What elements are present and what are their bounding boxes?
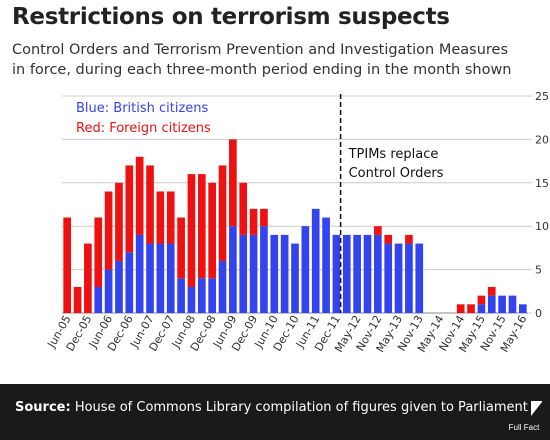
bar-foreign — [115, 182, 123, 261]
bar-british — [280, 234, 289, 313]
bar-british — [374, 234, 382, 313]
bar-british — [415, 243, 424, 313]
bar-foreign — [218, 165, 227, 261]
footer: Source: House of Commons Library compila… — [0, 384, 550, 440]
bar-foreign — [197, 174, 206, 279]
bar-foreign — [135, 156, 144, 235]
y-tick-label: 5 — [535, 264, 542, 277]
bar-foreign — [166, 191, 175, 244]
subtitle-line-2: in force, during each three-month period… — [12, 62, 512, 78]
bar-chart: 0510152025Jun-05Dec-05Jun-06Dec-06Jun-07… — [44, 90, 549, 355]
bar-british — [197, 278, 206, 313]
y-tick-label: 25 — [535, 90, 549, 103]
bar-foreign — [63, 217, 72, 313]
bar-british — [218, 260, 227, 313]
bar-british — [301, 226, 310, 313]
legend-foreign: Red: Foreign citizens — [76, 121, 211, 136]
legend-british: Blue: British citizens — [76, 101, 209, 116]
bar-british — [208, 278, 216, 313]
bar-british — [260, 226, 268, 313]
bar-british — [135, 234, 144, 313]
bar-foreign — [125, 165, 134, 253]
bar-british — [342, 234, 351, 313]
bar-foreign — [467, 304, 475, 313]
bar-foreign — [487, 286, 496, 296]
bar-british — [291, 243, 299, 313]
bar-foreign — [477, 295, 486, 305]
bar-foreign — [374, 226, 382, 235]
bar-british — [405, 243, 413, 313]
y-tick-label: 0 — [535, 307, 542, 320]
bar-british — [477, 304, 486, 313]
annotation-text: TPIMs replace — [348, 147, 439, 162]
bar-foreign — [94, 217, 103, 287]
bar-foreign — [104, 191, 113, 270]
bar-british — [518, 304, 527, 313]
bar-british — [249, 234, 258, 313]
bar-british — [394, 243, 403, 313]
bar-foreign — [239, 182, 248, 235]
bar-british — [125, 252, 134, 313]
bar-foreign — [73, 286, 82, 313]
bar-british — [487, 295, 496, 313]
bar-british — [187, 286, 196, 313]
y-tick-label: 20 — [535, 133, 549, 146]
bar-foreign — [405, 234, 413, 244]
bar-british — [508, 295, 517, 313]
bar-british — [270, 234, 279, 313]
bar-british — [322, 217, 330, 313]
bar-british — [156, 243, 165, 313]
bar-british — [353, 234, 361, 313]
full-fact-logo-icon[interactable]: Full Fact — [504, 398, 544, 434]
chart-title: Restrictions on terrorism suspects — [12, 4, 450, 30]
chart-subtitle: Control Orders and Terrorism Prevention … — [12, 40, 542, 80]
y-tick-label: 10 — [535, 220, 549, 233]
bar-british — [104, 269, 113, 313]
bar-foreign — [84, 243, 92, 313]
source-note: Source: House of Commons Library compila… — [15, 400, 528, 415]
source-label: Source: — [15, 400, 71, 415]
source-text: House of Commons Library compilation of … — [74, 400, 528, 415]
bar-foreign — [260, 208, 268, 227]
bar-foreign — [249, 208, 258, 235]
bar-foreign — [456, 304, 465, 313]
bar-british — [94, 286, 103, 313]
y-tick-label: 15 — [535, 177, 549, 190]
bar-foreign — [384, 234, 393, 244]
bar-british — [177, 278, 185, 313]
annotation-text: Control Orders — [349, 166, 444, 181]
bar-british — [146, 243, 154, 313]
bar-foreign — [208, 182, 216, 279]
bar-british — [384, 243, 393, 313]
bar-british — [229, 226, 237, 313]
subtitle-line-1: Control Orders and Terrorism Prevention … — [12, 42, 509, 58]
bar-foreign — [187, 174, 196, 287]
bar-british — [363, 234, 372, 313]
bar-british — [115, 260, 123, 313]
logo-text: Full Fact — [509, 423, 540, 432]
bar-foreign — [229, 139, 237, 227]
bar-british — [498, 295, 506, 313]
bar-british — [166, 243, 175, 313]
bar-british — [311, 208, 320, 313]
bar-foreign — [177, 217, 185, 279]
bar-foreign — [156, 191, 165, 244]
bar-british — [332, 234, 341, 313]
bar-foreign — [146, 165, 154, 244]
bar-british — [239, 234, 248, 313]
